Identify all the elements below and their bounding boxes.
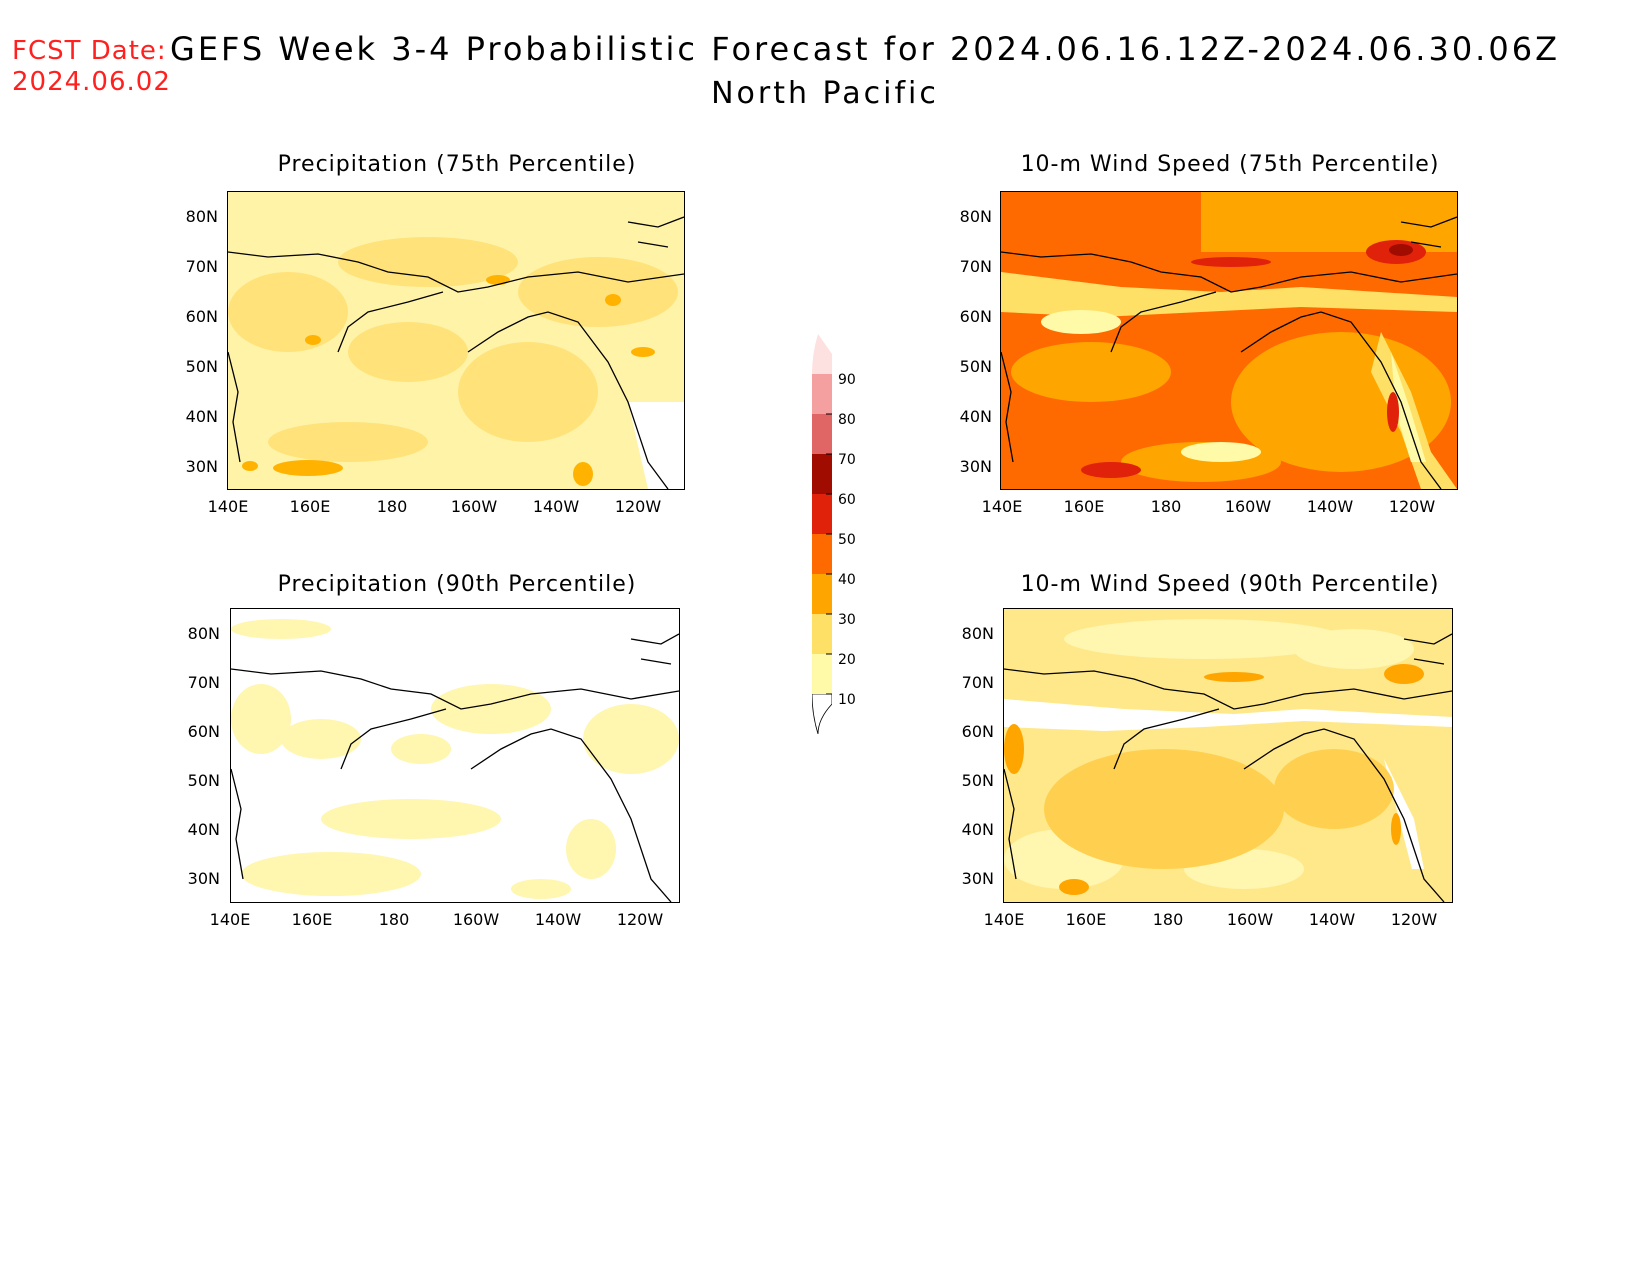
lat-label: 40N <box>187 820 220 839</box>
lon-label: 140W <box>1306 497 1354 516</box>
lon-label: 160W <box>1226 910 1274 929</box>
map-wind-90 <box>1003 608 1453 903</box>
lat-label: 80N <box>961 624 994 643</box>
lat-label: 50N <box>187 771 220 790</box>
wind-90-field <box>1004 619 1452 902</box>
lat-label: 80N <box>959 207 992 226</box>
lon-label: 120W <box>616 910 664 929</box>
lon-label: 140E <box>207 497 249 516</box>
colorbar-label: 40 <box>838 572 856 588</box>
lat-label: 80N <box>187 624 220 643</box>
colorbar-label: 30 <box>838 612 856 628</box>
map-wind-75 <box>1000 191 1458 490</box>
panel-title-wind-75: 10-m Wind Speed (75th Percentile) <box>1020 152 1440 177</box>
region-subtitle: North Pacific <box>711 76 939 111</box>
precip-90-field <box>231 619 679 902</box>
lon-label: 140W <box>534 910 582 929</box>
colorbar-label: 60 <box>838 492 856 508</box>
lon-label: 120W <box>614 497 662 516</box>
panel-title-precip-75: Precipitation (75th Percentile) <box>277 152 637 177</box>
lat-label: 70N <box>961 673 994 692</box>
lon-label: 160E <box>1065 910 1107 929</box>
panel-title-precip-90: Precipitation (90th Percentile) <box>277 572 637 597</box>
colorbar-swatch <box>812 534 832 574</box>
lon-label: 180 <box>1152 910 1184 929</box>
lon-label: 180 <box>378 910 410 929</box>
lon-label: 120W <box>1388 497 1436 516</box>
map-precip-90 <box>230 608 680 903</box>
lon-label: 140E <box>981 497 1023 516</box>
lon-label: 160W <box>450 497 498 516</box>
lon-label: 180 <box>1150 497 1182 516</box>
colorbar-swatch <box>812 614 832 654</box>
lon-label: 140W <box>532 497 580 516</box>
lon-label: 140E <box>209 910 251 929</box>
colorbar-swatch <box>812 574 832 614</box>
lon-label: 160E <box>1063 497 1105 516</box>
colorbar-label: 90 <box>838 372 856 388</box>
lat-label: 30N <box>959 457 992 476</box>
lon-label: 140W <box>1308 910 1356 929</box>
lon-label: 140E <box>983 910 1025 929</box>
page-title: GEFS Week 3-4 Probabilistic Forecast for… <box>170 30 1560 68</box>
forecast-date-label: FCST Date: <box>12 36 167 66</box>
colorbar-swatch <box>812 454 832 494</box>
wind-75-field <box>1001 192 1457 489</box>
colorbar-swatch <box>812 414 832 454</box>
lat-label: 60N <box>961 722 994 741</box>
lat-label: 70N <box>959 257 992 276</box>
lat-label: 80N <box>185 207 218 226</box>
panel-title-wind-90: 10-m Wind Speed (90th Percentile) <box>1020 572 1440 597</box>
colorbar <box>811 334 833 735</box>
colorbar-label: 50 <box>838 532 856 548</box>
lat-label: 30N <box>187 869 220 888</box>
lat-label: 70N <box>187 673 220 692</box>
colorbar-swatch <box>812 374 832 414</box>
map-precip-75 <box>227 191 685 490</box>
colorbar-swatch <box>812 654 832 694</box>
lat-label: 40N <box>185 407 218 426</box>
forecast-date-value: 2024.06.02 <box>12 67 171 97</box>
lon-label: 160W <box>1224 497 1272 516</box>
lon-label: 160W <box>452 910 500 929</box>
lat-label: 30N <box>185 457 218 476</box>
colorbar-label: 10 <box>838 692 856 708</box>
forecast-date-block: FCST Date: 2024.06.02 <box>12 36 171 98</box>
lon-label: 160E <box>291 910 333 929</box>
colorbar-label: 70 <box>838 452 856 468</box>
lat-label: 30N <box>961 869 994 888</box>
colorbar-swatch <box>812 494 832 534</box>
lat-label: 60N <box>187 722 220 741</box>
lon-label: 120W <box>1390 910 1438 929</box>
lat-label: 60N <box>185 307 218 326</box>
colorbar-swatches <box>811 334 833 735</box>
lat-label: 40N <box>961 820 994 839</box>
lon-label: 160E <box>289 497 331 516</box>
lat-label: 60N <box>959 307 992 326</box>
colorbar-label: 20 <box>838 652 856 668</box>
precip-75-field <box>228 216 684 489</box>
lat-label: 50N <box>185 357 218 376</box>
lat-label: 40N <box>959 407 992 426</box>
lon-label: 180 <box>376 497 408 516</box>
colorbar-label: 80 <box>838 412 856 428</box>
lat-label: 50N <box>959 357 992 376</box>
lat-label: 70N <box>185 257 218 276</box>
lat-label: 50N <box>961 771 994 790</box>
